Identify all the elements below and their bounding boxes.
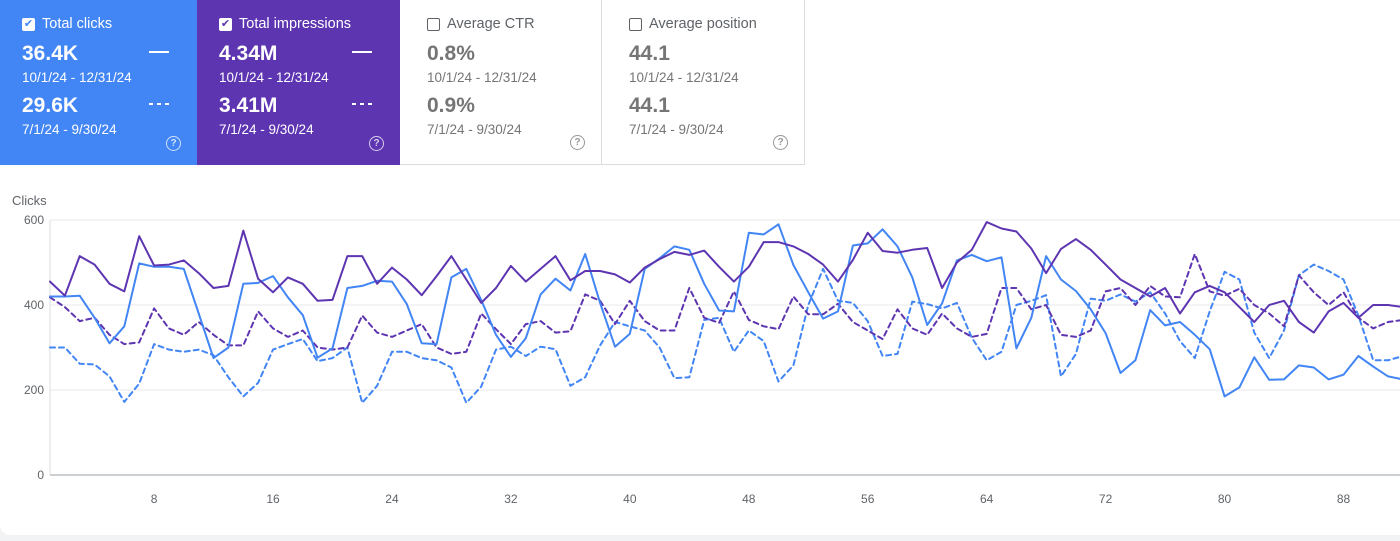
- total-clicks-card[interactable]: ✔ Total clicks 36.4K 10/1/24 - 12/31/24 …: [0, 0, 197, 165]
- x-tick-label: 16: [266, 492, 280, 506]
- help-icon[interactable]: ?: [166, 136, 181, 151]
- series-line-total-impressions[interactable]: [49, 221, 1400, 334]
- average-position-current-range: 10/1/24 - 12/31/24: [629, 70, 739, 85]
- average-position-label: Average position: [649, 16, 757, 32]
- dashed-line-icon: [149, 103, 169, 105]
- average-position-header: Average position: [629, 16, 757, 32]
- total-clicks-label: Total clicks: [42, 16, 113, 32]
- total-impressions-previous-range: 7/1/24 - 9/30/24: [219, 122, 314, 137]
- average-ctr-previous-range: 7/1/24 - 9/30/24: [427, 122, 522, 137]
- line-chart-svg: 0 200 400 600 8 16 24 32 40 48 56 64 72 80 88: [24, 213, 1400, 506]
- help-icon[interactable]: ?: [773, 135, 788, 150]
- x-tick-label: 40: [623, 492, 637, 506]
- total-clicks-current-value: 36.4K: [22, 42, 79, 65]
- solid-line-icon: [149, 51, 169, 53]
- help-icon[interactable]: ?: [570, 135, 585, 150]
- total-impressions-label: Total impressions: [239, 16, 352, 32]
- y-tick-label: 200: [24, 383, 44, 397]
- average-position-previous-value: 44.1: [629, 94, 670, 117]
- total-impressions-current-value: 4.34M: [219, 42, 278, 65]
- total-clicks-previous-range: 7/1/24 - 9/30/24: [22, 122, 117, 137]
- average-ctr-header: Average CTR: [427, 16, 535, 32]
- x-tick-label: 8: [151, 492, 158, 506]
- average-position-card[interactable]: Average position 44.1 10/1/24 - 12/31/24…: [602, 0, 805, 165]
- x-tick-label: 64: [980, 492, 994, 506]
- series-line-total-clicks-7-1-24-9-30-24[interactable]: [49, 263, 1400, 404]
- clicks-chart[interactable]: Clicks 0 200 400 600 8 16 24 32 40 48 56 64 72 80 88: [0, 188, 1400, 518]
- y-tick-label: 400: [24, 298, 44, 312]
- total-impressions-header: ✔ Total impressions: [219, 16, 351, 32]
- x-tick-label: 80: [1218, 492, 1232, 506]
- x-tick-label: 72: [1099, 492, 1113, 506]
- checkbox-unchecked-icon[interactable]: [427, 17, 440, 31]
- total-impressions-previous-value: 3.41M: [219, 94, 278, 117]
- checkbox-checked-icon[interactable]: ✔: [219, 17, 232, 31]
- checkbox-unchecked-icon[interactable]: [629, 17, 642, 31]
- x-tick-label: 32: [504, 492, 518, 506]
- y-tick-label: 600: [24, 213, 44, 227]
- series-line-total-clicks[interactable]: [49, 223, 1400, 398]
- total-clicks-current-range: 10/1/24 - 12/31/24: [22, 70, 132, 85]
- checkbox-checked-icon[interactable]: ✔: [22, 17, 35, 31]
- x-tick-label: 48: [742, 492, 756, 506]
- y-axis-label: Clicks: [12, 193, 47, 208]
- x-tick-label: 24: [385, 492, 399, 506]
- total-impressions-card[interactable]: ✔ Total impressions 4.34M 10/1/24 - 12/3…: [197, 0, 400, 165]
- solid-line-icon: [352, 51, 372, 53]
- x-tick-label: 88: [1337, 492, 1351, 506]
- series-line-total-impressions-7-1-24-9-30-24[interactable]: [49, 253, 1400, 355]
- metric-cards: ✔ Total clicks 36.4K 10/1/24 - 12/31/24 …: [0, 0, 805, 165]
- average-ctr-label: Average CTR: [447, 16, 535, 32]
- help-icon[interactable]: ?: [369, 136, 384, 151]
- total-impressions-current-range: 10/1/24 - 12/31/24: [219, 70, 329, 85]
- average-position-current-value: 44.1: [629, 42, 670, 65]
- y-tick-label: 0: [37, 468, 44, 482]
- dashed-line-icon: [352, 103, 372, 105]
- average-ctr-current-value: 0.8%: [427, 42, 475, 65]
- total-clicks-previous-value: 29.6K: [22, 94, 79, 117]
- average-ctr-card[interactable]: Average CTR 0.8% 10/1/24 - 12/31/24 0.9%…: [400, 0, 602, 165]
- x-tick-label: 56: [861, 492, 875, 506]
- average-ctr-current-range: 10/1/24 - 12/31/24: [427, 70, 537, 85]
- total-clicks-header: ✔ Total clicks: [22, 16, 112, 32]
- average-position-previous-range: 7/1/24 - 9/30/24: [629, 122, 724, 137]
- average-ctr-previous-value: 0.9%: [427, 94, 475, 117]
